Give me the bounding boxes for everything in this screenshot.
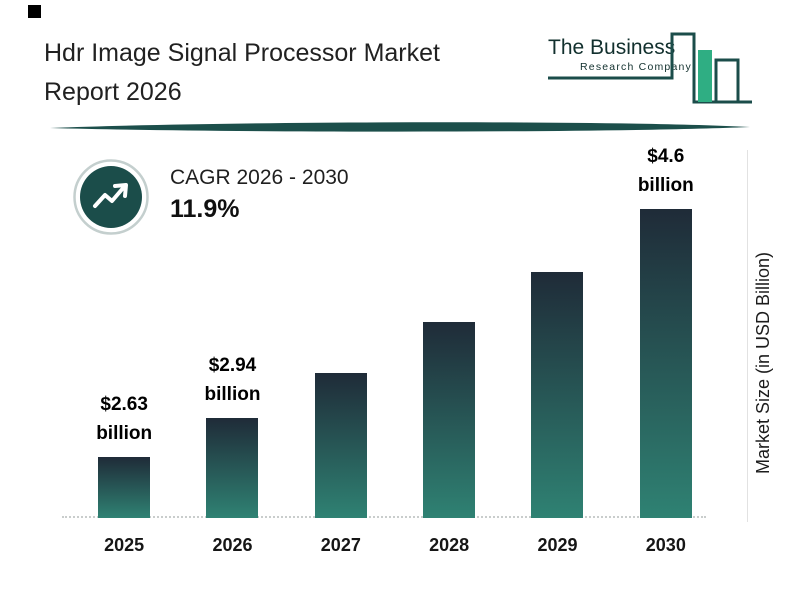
corner-mark — [28, 5, 41, 18]
cagr-badge — [72, 158, 150, 236]
x-axis-tick-label: 2028 — [429, 535, 470, 555]
cagr-text-block: CAGR 2026 - 2030 11.9% — [170, 166, 349, 224]
bar — [531, 272, 584, 518]
x-axis-tick-label: 2030 — [645, 535, 686, 555]
x-axis-tick-label: 2026 — [212, 535, 253, 555]
bar-column: $4.6 billion — [612, 143, 720, 518]
chart-baseline — [62, 516, 706, 518]
logo-name: The Business — [548, 36, 675, 59]
company-logo: The Business Research Company — [546, 24, 756, 114]
bar — [314, 373, 367, 518]
bar-column — [287, 373, 395, 518]
logo-subtitle: Research Company — [580, 61, 692, 73]
x-axis: 2025 2026 2027 2028 2029 2030 — [70, 535, 720, 556]
bar — [639, 209, 692, 518]
x-axis-tick-label: 2029 — [537, 535, 578, 555]
bar — [206, 418, 259, 518]
title-line-1: Hdr Image Signal Processor Market — [44, 39, 440, 67]
bars-row: $2.63 billion $2.94 billion $4.6 billion — [70, 143, 720, 518]
bar-chart: $2.63 billion $2.94 billion $4.6 billion 2025… — [62, 140, 720, 560]
bar-column: $2.63 billion — [70, 391, 178, 518]
trend-up-icon — [73, 159, 149, 235]
bar-value-label: $2.94 billion — [204, 355, 261, 405]
cagr-label: CAGR 2026 - 2030 — [170, 166, 349, 189]
x-axis-tick-label: 2027 — [320, 535, 361, 555]
bar-chart-logo-icon: The Business Research Company — [548, 32, 752, 104]
cagr-value: 11.9% — [170, 195, 240, 223]
bar-column: $2.94 billion — [178, 352, 286, 518]
bar — [423, 322, 476, 518]
bar-value-label: $4.6 billion — [637, 146, 694, 196]
bar-column — [395, 322, 503, 518]
bar — [98, 457, 151, 518]
bar-column — [503, 272, 611, 518]
bar-value-label: $2.63 billion — [96, 394, 153, 444]
divider-line — [50, 122, 750, 132]
right-axis-line — [747, 150, 748, 522]
page-title: Hdr Image Signal Processor Market Report… — [44, 34, 440, 112]
x-axis-tick-label: 2025 — [104, 535, 145, 555]
title-line-2: Report 2026 — [44, 77, 182, 106]
y-axis-label: Market Size (in USD Billion) — [753, 251, 773, 474]
